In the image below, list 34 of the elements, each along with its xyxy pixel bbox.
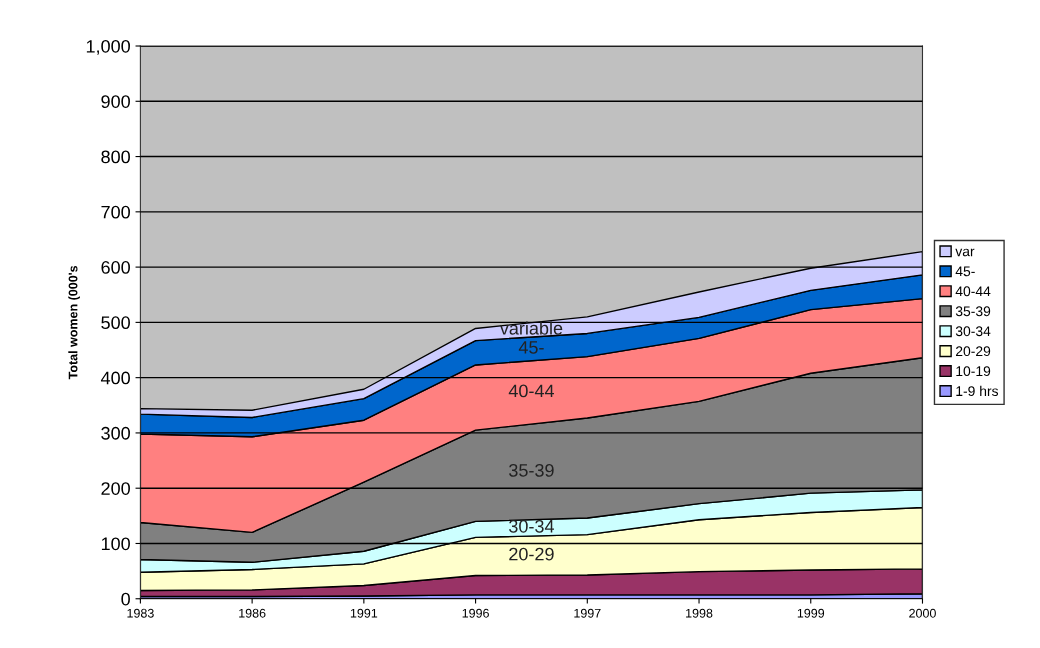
x-tick-label: 1983 <box>127 608 154 618</box>
y-tick-label: 600 <box>101 261 130 274</box>
annotation: 45- <box>518 341 544 354</box>
legend-label: 20-29 <box>956 346 991 357</box>
legend-label: 10-19 <box>956 366 991 377</box>
y-tick-label: 400 <box>100 371 130 385</box>
x-tick-label: 1999 <box>797 608 825 618</box>
x-tick-label: 1986 <box>239 608 266 618</box>
y-tick-label: 1,000 <box>86 39 130 55</box>
y-tick-label: 900 <box>101 95 130 108</box>
legend-label: 45- <box>955 266 975 277</box>
y-tick-label: 800 <box>101 150 130 164</box>
y-axis-title: Total women (000's <box>68 265 80 380</box>
annotation: variable <box>499 321 563 335</box>
legend-label: 40-44 <box>955 286 991 297</box>
x-tick-label: 1998 <box>686 608 713 618</box>
legend-label: 35-39 <box>955 306 991 317</box>
annotation: 30-34 <box>509 519 554 533</box>
annotation: 40-44 <box>508 384 554 398</box>
legend-label: 1-9 hrs <box>956 385 999 397</box>
y-tick-label: 300 <box>101 426 130 440</box>
x-tick-label: 1991 <box>350 608 378 618</box>
legend-label: 30-34 <box>955 326 991 337</box>
legend-label: var <box>955 248 975 257</box>
y-tick-label: 200 <box>101 482 130 495</box>
x-tick-label: 2000 <box>909 608 936 618</box>
annotation: 35-39 <box>509 463 554 477</box>
y-tick-label: 0 <box>121 592 130 606</box>
x-tick-label: 1996 <box>462 608 489 618</box>
x-tick-label: 1997 <box>574 608 601 618</box>
y-tick-label: 100 <box>101 537 130 551</box>
y-tick-label: 700 <box>101 205 130 219</box>
annotation: 20-29 <box>509 547 554 561</box>
y-tick-label: 500 <box>101 316 130 330</box>
